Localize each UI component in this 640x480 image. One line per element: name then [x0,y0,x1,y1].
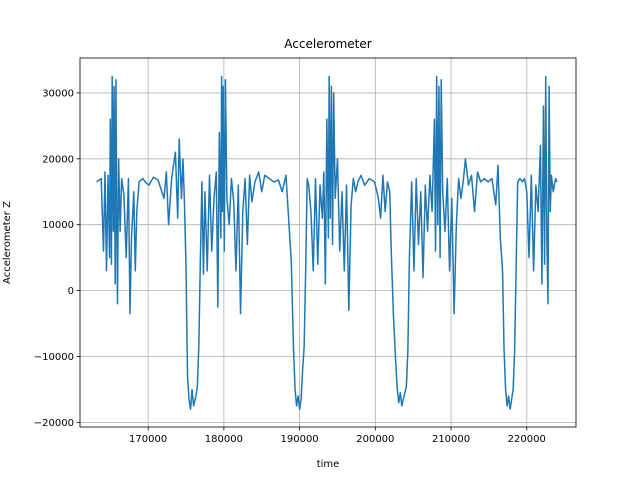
y-tick-label: −20000 [34,418,74,429]
y-tick-label: 0 [68,286,74,297]
y-tick-label: 10000 [42,220,74,231]
x-tick-label: 220000 [508,434,546,445]
y-axis-title: Accelerometer Z [2,201,13,284]
x-tick-label: 170000 [129,434,167,445]
plot-area-frame [79,57,577,428]
series-layer [96,75,558,410]
series-line [96,75,558,410]
y-axis: −20000 −10000 0 10000 20000 30000 [34,88,80,429]
x-axis-title: time [317,459,340,470]
y-tick-label: −10000 [34,352,74,363]
y-tick-label: 20000 [42,154,74,165]
x-tick-label: 190000 [281,434,319,445]
x-tick-label: 180000 [205,434,243,445]
y-tick-label: 30000 [42,88,74,99]
x-axis: 170000 180000 190000 200000 210000 220000 [129,427,546,445]
x-tick-label: 200000 [356,434,394,445]
x-tick-label: 210000 [432,434,470,445]
chart-title: Accelerometer [284,37,371,51]
